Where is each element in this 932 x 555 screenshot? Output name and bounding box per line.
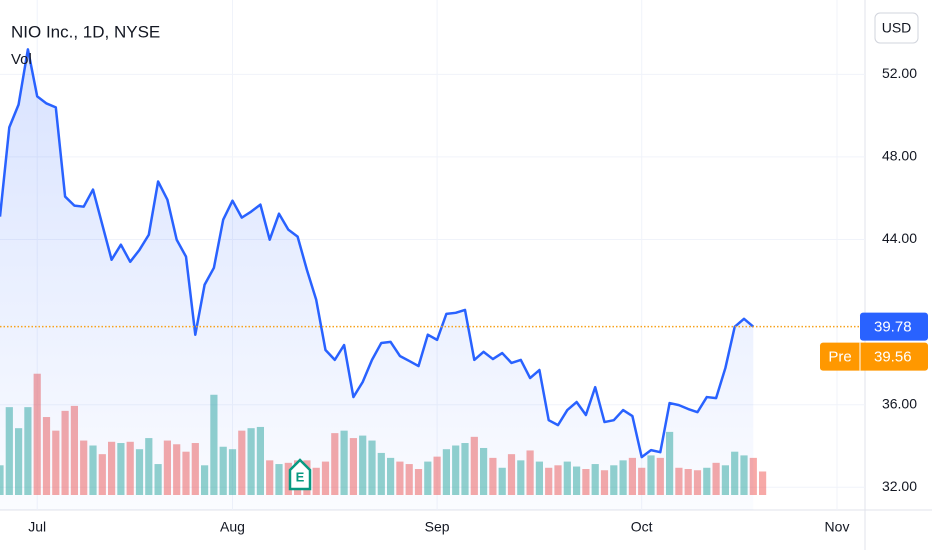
x-tick-label: Sep	[425, 519, 450, 535]
volume-bar	[749, 457, 757, 495]
pre-market-price: 39.56	[874, 349, 912, 366]
last-price-box	[860, 312, 928, 341]
indicator-label: Vol	[11, 51, 32, 68]
price-line	[0, 48, 755, 459]
earnings-marker[interactable]: E	[296, 469, 305, 484]
x-tick-label: Jul	[28, 519, 46, 535]
price-area	[0, 49, 754, 511]
y-tick-label: 52.00	[882, 65, 917, 81]
pre-market-tag: Pre	[828, 349, 851, 366]
y-tick-label: 44.00	[882, 230, 917, 246]
volume-bar	[759, 471, 767, 495]
earnings-icon[interactable]: E	[288, 458, 312, 491]
y-tick-label: 48.00	[882, 148, 917, 164]
currency-label[interactable]: USD	[882, 20, 912, 36]
currency-button[interactable]	[874, 12, 919, 44]
pre-market-box	[820, 342, 928, 371]
y-tick-label: 36.00	[882, 395, 917, 411]
x-tick-label: Oct	[631, 519, 653, 535]
x-tick-label: Nov	[825, 519, 850, 535]
last-price-label: 39.78	[874, 319, 912, 336]
x-tick-label: Aug	[220, 519, 245, 535]
y-tick-label: 32.00	[882, 478, 917, 494]
chart-title: NIO Inc., 1D, NYSE	[11, 22, 160, 41]
